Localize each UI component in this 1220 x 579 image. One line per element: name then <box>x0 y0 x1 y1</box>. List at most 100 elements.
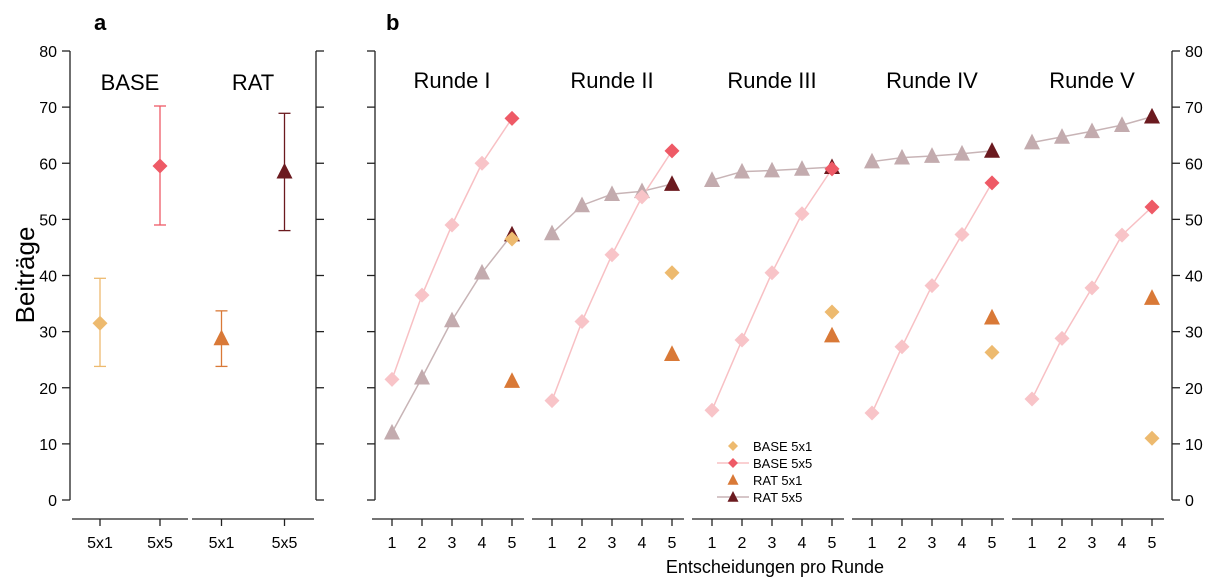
base-5x5-point <box>544 393 560 409</box>
y-tick-label: 20 <box>1185 381 1203 398</box>
x-tick-label: 1 <box>388 535 397 552</box>
rat-5x5-point <box>444 311 460 328</box>
rat-5x5-point <box>604 185 620 201</box>
rat-5x1-point <box>504 372 520 388</box>
y-tick-label: 0 <box>1185 493 1194 510</box>
legend-item: BASE 5x5 <box>717 456 812 471</box>
base-5x5-point <box>474 155 490 171</box>
rat-5x5-point <box>864 152 880 169</box>
rat-5x5-point <box>574 196 590 213</box>
rat-5x1-point <box>664 345 680 361</box>
y-tick-label: 40 <box>39 269 57 286</box>
round-title: Runde II <box>570 68 653 93</box>
rat-5x5-point <box>1054 128 1070 144</box>
rat-5x5-point <box>984 142 1000 158</box>
x-tick-label: 4 <box>1118 535 1127 552</box>
rat-5x5-point <box>1144 107 1160 124</box>
rat-5x5-point <box>954 144 970 161</box>
base-5x5-point <box>954 227 970 243</box>
legend-item: BASE 5x1 <box>728 439 812 454</box>
base-5x5-point <box>384 371 400 387</box>
base-5x5-point <box>1084 280 1100 296</box>
rat-5x1-point <box>984 308 1000 325</box>
rat-5x1-point <box>1144 289 1160 305</box>
x-tick-label: 4 <box>798 535 807 552</box>
base-5x5-point <box>444 217 460 233</box>
base-5x5-point <box>984 175 1000 191</box>
base-5x5-point <box>1024 391 1040 407</box>
x-tick-label: 2 <box>898 535 907 552</box>
x-tick-label: 5 <box>828 535 837 552</box>
rat-5x5-point <box>544 224 560 241</box>
base-5x5-point <box>894 339 910 355</box>
y-tick-label: 60 <box>39 156 57 173</box>
x-tick-label: 1 <box>1028 535 1037 552</box>
x-tick-label: 3 <box>448 535 457 552</box>
x-tick-label: 5 <box>1148 535 1157 552</box>
legend-marker <box>727 490 739 502</box>
x-tick-label: 3 <box>608 535 617 552</box>
x-tick-label: 2 <box>1058 535 1067 552</box>
y-tick-label: 20 <box>39 381 57 398</box>
y-tick-label: 10 <box>39 437 57 454</box>
base-5x5-point <box>734 332 750 348</box>
base-5x5-point <box>574 314 590 330</box>
rat-5x5-point <box>384 423 400 440</box>
rat-5x5-point <box>894 148 910 165</box>
x-tick-label: 5x1 <box>87 535 113 552</box>
legend-label: BASE 5x1 <box>753 439 812 454</box>
x-axis-title: Entscheidungen pro Runde <box>666 557 884 577</box>
y-tick-label: 70 <box>1185 100 1203 117</box>
group-title: RAT <box>232 70 274 95</box>
x-tick-label: 5 <box>988 535 997 552</box>
x-tick-label: 4 <box>958 535 967 552</box>
round-title: Runde III <box>727 68 816 93</box>
rat-5x5-point <box>1114 116 1130 132</box>
base-5x5-point <box>504 110 520 126</box>
round-title: Runde V <box>1049 68 1135 93</box>
rat-5x5-point <box>794 160 810 176</box>
rat-5x5-point <box>924 147 940 163</box>
group-title: BASE <box>101 70 160 95</box>
base-5x5-point <box>794 206 810 222</box>
base-5x5-point <box>604 247 620 263</box>
panel-letter-a: a <box>94 10 107 35</box>
x-tick-label: 1 <box>708 535 717 552</box>
x-tick-label: 1 <box>868 535 877 552</box>
rat-5x1-point <box>824 326 840 343</box>
base-5x5-line <box>871 182 993 414</box>
legend-marker <box>728 458 738 468</box>
x-tick-label: 1 <box>548 535 557 552</box>
x-tick-label: 4 <box>478 535 487 552</box>
x-tick-label: 2 <box>738 535 747 552</box>
y-tick-label: 50 <box>39 212 57 229</box>
x-tick-label: 5 <box>668 535 677 552</box>
legend-label: BASE 5x5 <box>753 456 812 471</box>
base-5x5-point <box>764 265 780 281</box>
x-tick-label: 3 <box>928 535 937 552</box>
x-tick-label: 5x5 <box>147 535 173 552</box>
y-tick-label: 50 <box>1185 212 1203 229</box>
base-5x5-point <box>704 402 720 418</box>
legend-marker <box>728 441 738 451</box>
base-5x5-line <box>711 168 833 411</box>
x-tick-label: 5x1 <box>209 535 235 552</box>
y-tick-label: 40 <box>1185 269 1203 286</box>
base-5x1-point <box>664 265 680 281</box>
legend-label: RAT 5x5 <box>753 490 802 505</box>
base-5x5-line <box>1031 206 1153 400</box>
y-tick-label: 60 <box>1185 156 1203 173</box>
base-5x1-point <box>504 231 520 247</box>
rat-5x5-line <box>391 234 513 434</box>
panel-letter-b: b <box>386 10 399 35</box>
round-title: Runde I <box>413 68 490 93</box>
base-5x1-point <box>1144 430 1160 446</box>
y-axis-title: Beiträge <box>10 227 40 324</box>
y-tick-label: 0 <box>48 493 57 510</box>
rat-5x5-point <box>414 368 430 385</box>
x-tick-label: 2 <box>578 535 587 552</box>
base-5x1-point <box>824 304 840 320</box>
x-tick-label: 3 <box>1088 535 1097 552</box>
y-tick-label: 70 <box>39 100 57 117</box>
base-5x5-point <box>824 161 840 177</box>
